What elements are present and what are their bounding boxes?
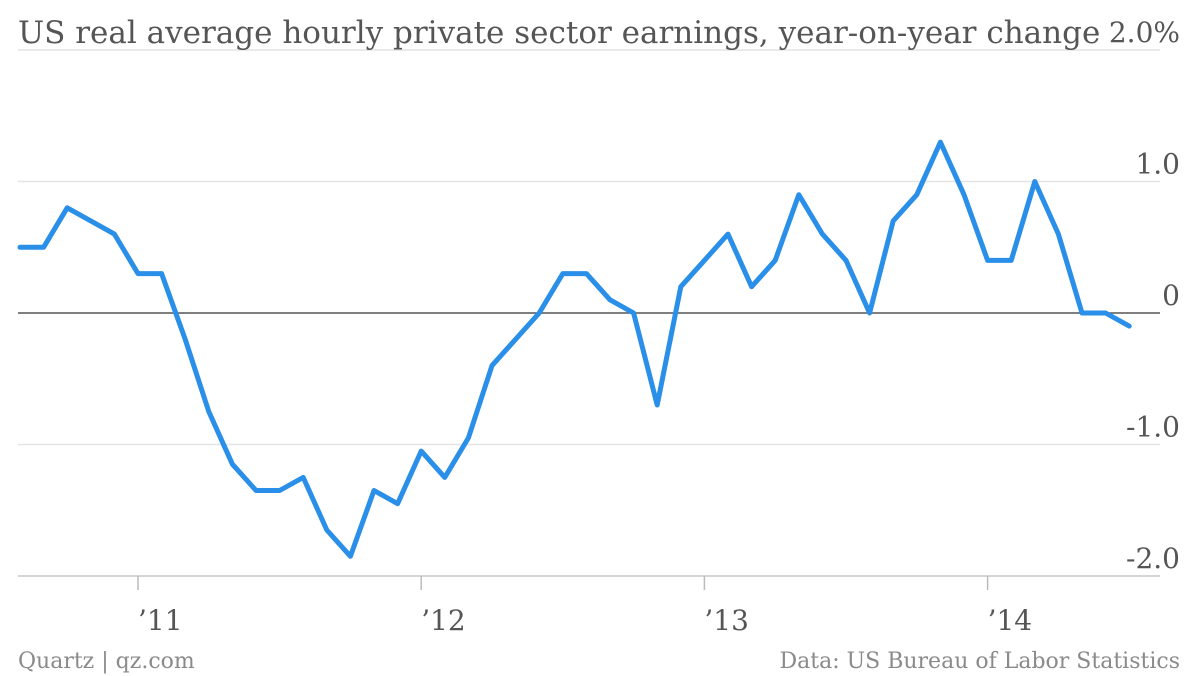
footer-source-left: Quartz | qz.com [18,649,195,674]
x-axis [18,575,1160,590]
y-axis-tick-labels: 2.0% 1.0 0 -1.0 -2.0 [1109,16,1180,575]
series-layer [17,139,1132,559]
x-tick-label: ’13 [704,604,749,637]
chart-title: US real average hourly private sector ea… [18,15,1100,51]
y-tick-label: 2.0% [1109,16,1180,49]
y-tick-label: -1.0 [1126,411,1180,444]
y-tick-label: 0 [1162,279,1180,312]
x-tick-label: ’14 [988,604,1033,637]
x-axis-tick-labels: ’11 ’12 ’13 ’14 [138,604,1032,637]
x-tick-label: ’11 [138,604,183,637]
series-line [17,139,1132,559]
gridlines [18,49,1160,577]
x-tick-label: ’12 [421,604,466,637]
footer-source-right: Data: US Bureau of Labor Statistics [779,649,1180,674]
y-tick-label: -2.0 [1126,542,1180,575]
y-tick-label: 1.0 [1135,148,1180,181]
